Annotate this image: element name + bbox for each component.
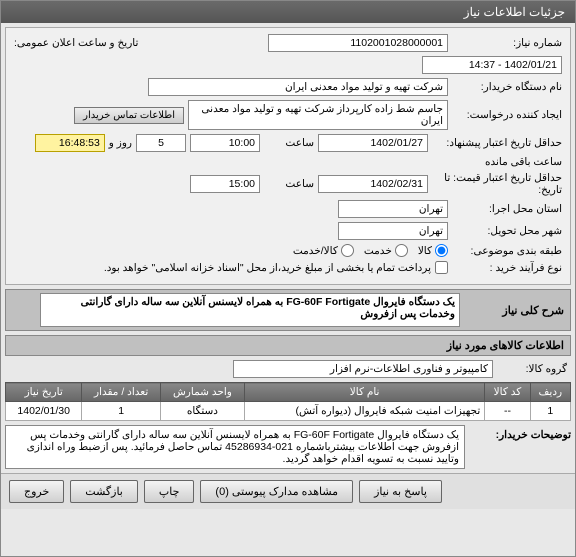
announce-label: تاریخ و ساعت اعلان عمومی:	[14, 37, 138, 49]
exec-city-label: استان محل اجرا:	[452, 203, 562, 215]
requester-label: ایجاد کننده درخواست:	[452, 109, 562, 121]
footer-bar: پاسخ به نیاز مشاهده مدارک پیوستی (0) چاپ…	[1, 473, 575, 509]
buyer-field: شرکت تهیه و تولید مواد معدنی ایران	[148, 78, 448, 96]
deliver-city-label: شهر محل تحویل:	[452, 225, 562, 237]
validity-time-field: 15:00	[190, 175, 260, 193]
buyer-label: نام دستگاه خریدار:	[452, 81, 562, 93]
table-row[interactable]: 1 -- تجهیزات امنیت شبکه فایروال (دیواره …	[6, 402, 571, 421]
td-qty: 1	[82, 402, 160, 421]
group-label: گروه کالا:	[497, 363, 567, 375]
desc-title-label: شرح کلی نیاز	[464, 304, 564, 317]
cat-service-radio[interactable]	[395, 244, 408, 257]
td-unit: دستگاه	[160, 402, 244, 421]
exec-city-field: تهران	[338, 200, 448, 218]
cat-service-option[interactable]: خدمت	[364, 244, 408, 257]
table-header-row: ردیف کد کالا نام کالا واحد شمارش تعداد /…	[6, 383, 571, 402]
window-title: جزئیات اطلاعات نیاز	[1, 1, 575, 23]
cat-goods-label: کالا	[418, 245, 432, 257]
buyer-notes-label: توضیحات خریدار:	[471, 425, 571, 441]
buyer-notes-block: توضیحات خریدار: یک دستگاه فایروال FG-60F…	[5, 425, 571, 469]
remain-label: ساعت باقی مانده	[485, 156, 562, 168]
time-label-1: ساعت	[264, 137, 314, 149]
days-remain-field: 5	[136, 134, 186, 152]
cat-service-label: خدمت	[364, 245, 392, 257]
proc-checkbox-wrap[interactable]: پرداخت تمام یا بخشی از مبلغ خرید،از محل …	[104, 261, 448, 274]
th-name: نام کالا	[245, 383, 485, 402]
th-code: کد کالا	[485, 383, 530, 402]
print-button[interactable]: چاپ	[144, 480, 195, 503]
respond-button[interactable]: پاسخ به نیاز	[359, 480, 442, 503]
time-label-2: ساعت	[264, 178, 314, 190]
items-table: ردیف کد کالا نام کالا واحد شمارش تعداد /…	[5, 382, 571, 421]
deliver-city-field: تهران	[338, 222, 448, 240]
deadline-date-field: 1402/01/27	[318, 134, 428, 152]
th-qty: تعداد / مقدار	[82, 383, 160, 402]
need-no-field: 1102001028000001	[268, 34, 448, 52]
form-body: شماره نیاز: 1102001028000001 تاریخ و ساع…	[6, 28, 570, 284]
proc-label: نوع فرآیند خرید :	[452, 262, 562, 274]
deadline-label: حداقل تاریخ اعتبار پیشنهاد:	[432, 137, 562, 149]
td-row: 1	[530, 402, 570, 421]
back-button[interactable]: بازگشت	[70, 480, 138, 503]
need-no-label: شماره نیاز:	[452, 37, 562, 49]
contact-buyer-button[interactable]: اطلاعات تماس خریدار	[74, 107, 184, 124]
td-name: تجهیزات امنیت شبکه فایروال (دیواره آتش)	[245, 402, 485, 421]
desc-textarea: یک دستگاه فایروال FG-60F Fortigate به هم…	[40, 293, 460, 327]
deadline-time-field: 10:00	[190, 134, 260, 152]
cat-both-label: کالا/خدمت	[293, 245, 338, 257]
cat-goods-radio[interactable]	[435, 244, 448, 257]
validity-date-field: 1402/02/31	[318, 175, 428, 193]
desc-section-title: شرح کلی نیاز یک دستگاه فایروال FG-60F Fo…	[5, 289, 571, 331]
day-and-label: روز و	[109, 137, 132, 149]
cat-both-option[interactable]: کالا/خدمت	[293, 244, 354, 257]
countdown-field: 16:48:53	[35, 134, 105, 152]
buyer-notes-text: یک دستگاه فایروال FG-60F Fortigate به هم…	[5, 425, 465, 469]
category-radio-group: کالا خدمت کالا/خدمت	[293, 244, 448, 257]
category-label: طبقه بندی موضوعی:	[452, 245, 562, 257]
window: جزئیات اطلاعات نیاز شماره نیاز: 11020010…	[0, 0, 576, 557]
cat-both-radio[interactable]	[341, 244, 354, 257]
cat-goods-option[interactable]: کالا	[418, 244, 448, 257]
th-row: ردیف	[530, 383, 570, 402]
attachments-button[interactable]: مشاهده مدارک پیوستی (0)	[200, 480, 353, 503]
proc-note: پرداخت تمام یا بخشی از مبلغ خرید،از محل …	[104, 262, 431, 274]
td-code: --	[485, 402, 530, 421]
validity-label: حداقل تاریخ اعتبار قیمت: تا تاریخ:	[432, 172, 562, 196]
th-unit: واحد شمارش	[160, 383, 244, 402]
announce-field: 1402/01/21 - 14:37	[422, 56, 562, 74]
items-section-title: اطلاعات کالاهای مورد نیاز	[5, 335, 571, 356]
exit-button[interactable]: خروج	[9, 480, 64, 503]
proc-checkbox[interactable]	[435, 261, 448, 274]
details-panel: شماره نیاز: 1102001028000001 تاریخ و ساع…	[5, 27, 571, 285]
group-field: کامپیوتر و فناوری اطلاعات-نرم افزار	[233, 360, 493, 378]
requester-field: جاسم شط زاده کارپرداز شرکت تهیه و تولید …	[188, 100, 448, 130]
th-date: تاریخ نیاز	[6, 383, 82, 402]
td-date: 1402/01/30	[6, 402, 82, 421]
